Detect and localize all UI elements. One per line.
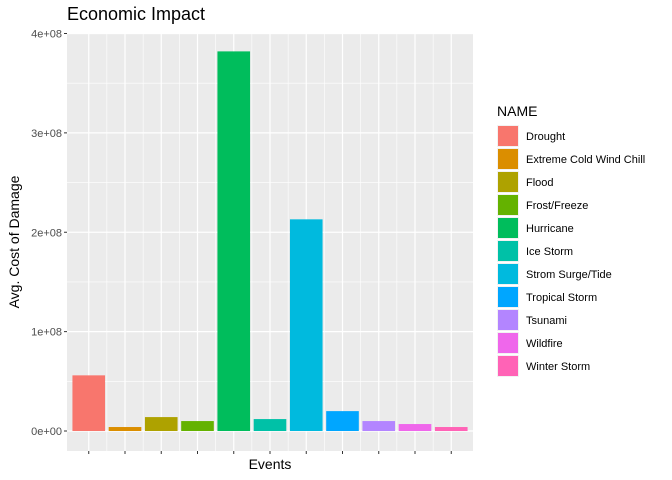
bar-frost-freeze	[181, 421, 214, 431]
legend-swatch	[498, 264, 518, 284]
bars	[72, 51, 468, 431]
legend-swatch	[498, 333, 518, 353]
legend-label: Frost/Freeze	[526, 200, 588, 212]
x-axis-ticks	[88, 451, 452, 454]
y-axis-title: Avg. Cost of Damage	[6, 175, 22, 308]
bar-strom-surge-tide	[289, 219, 323, 431]
y-tick-label: 3e+08	[31, 128, 62, 140]
legend-label: Drought	[526, 131, 565, 143]
legend-swatch	[498, 356, 518, 376]
legend: NAME Drought Extreme Cold Wind Chill Flood…	[497, 103, 645, 377]
legend-label: Wildfire	[526, 338, 563, 350]
y-axis-ticks: 0e+00 1e+08 2e+08 3e+08 4e+08	[31, 29, 67, 438]
chart-title: Economic Impact	[67, 4, 205, 24]
legend-label: Strom Surge/Tide	[526, 269, 612, 281]
legend-swatch	[498, 310, 518, 330]
legend-label: Tropical Storm	[526, 292, 597, 304]
bar-tsunami	[362, 421, 396, 431]
legend-swatch	[498, 195, 518, 215]
y-tick-label: 2e+08	[31, 227, 62, 239]
x-axis-title: Events	[249, 456, 292, 472]
bar-flood	[144, 417, 178, 431]
legend-swatch	[498, 126, 518, 146]
bar-winter-storm	[434, 427, 468, 431]
bar-ice-storm	[253, 419, 287, 431]
legend-label: Extreme Cold Wind Chill	[526, 154, 645, 166]
legend-swatch	[498, 287, 518, 307]
bar-hurricane	[217, 51, 251, 431]
legend-title: NAME	[497, 103, 537, 119]
bar-extreme-cold-wind-chill	[108, 427, 142, 431]
legend-label: Tsunami	[526, 315, 567, 327]
legend-label: Flood	[526, 177, 554, 189]
bar-wildfire	[398, 424, 432, 431]
legend-swatch	[498, 172, 518, 192]
bar-drought	[72, 375, 106, 431]
bar-tropical-storm	[326, 411, 359, 431]
legend-swatch	[498, 149, 518, 169]
legend-label: Ice Storm	[526, 246, 573, 258]
legend-label: Hurricane	[526, 223, 574, 235]
y-tick-label: 4e+08	[31, 29, 62, 41]
legend-swatch	[498, 241, 518, 261]
y-tick-label: 1e+08	[31, 327, 62, 339]
legend-swatch	[498, 218, 518, 238]
y-tick-label: 0e+00	[31, 426, 62, 438]
legend-label: Winter Storm	[526, 361, 590, 373]
